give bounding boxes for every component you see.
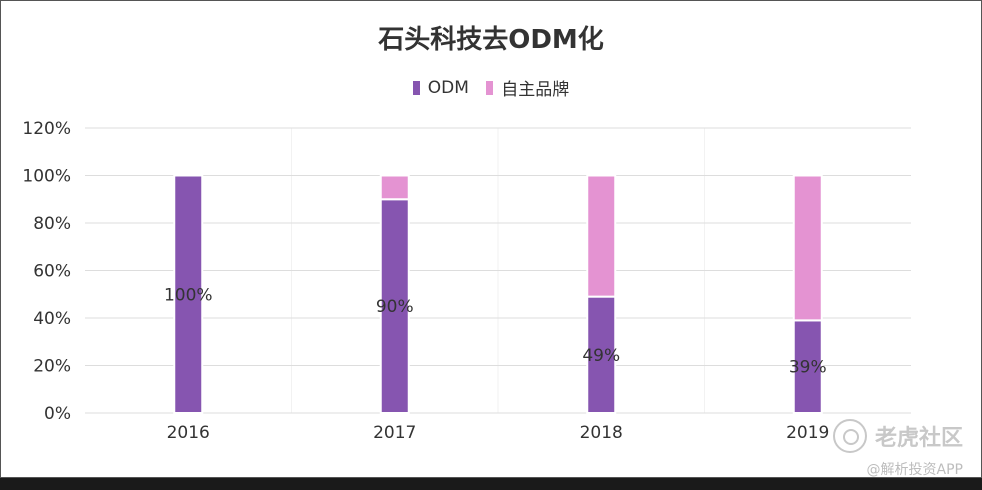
legend-item-odm[interactable]: ODM [412,77,469,98]
legend-label-own-brand: 自主品牌 [501,80,570,100]
x-tick-label: 2019 [786,423,829,443]
x-tick-label: 2018 [580,423,623,443]
chart-plot: 0% 20% 40% 60% 80% 100% 120% 100% 2016 90% 2017 49%… [22,119,911,443]
legend-label-odm: ODM [427,77,469,98]
data-label-odm: 39% [789,358,827,378]
y-tick-label: 80% [33,214,71,234]
data-label-odm: 49% [582,346,620,366]
y-tick-label: 0% [44,404,71,424]
y-tick-label: 100% [22,167,71,187]
chart-title: 石头科技去ODM化 [378,25,604,55]
data-label-odm: 90% [376,297,414,317]
bar-own-brand [586,174,617,298]
x-tick-label: 2016 [167,423,210,443]
data-label-odm: 100% [164,285,213,305]
chart-frame: 石头科技去ODM化 ODM 自主品牌 0% 20% 40% 60% 80% 100% 120… [0,0,982,478]
bar-own-brand [379,174,410,201]
bar-odm [173,174,204,414]
bar-own-brand [792,174,823,322]
chart-legend: ODM 自主品牌 [1,75,981,100]
watermark-brand: 老虎社区 [874,426,963,451]
legend-swatch-own-brand [486,80,494,95]
bar-odm [379,198,410,414]
legend-item-own-brand[interactable]: 自主品牌 [486,75,569,100]
y-tick-label: 40% [33,309,71,329]
y-tick-label: 60% [33,262,71,282]
x-tick-label: 2017 [373,423,416,443]
legend-swatch-odm [412,80,420,95]
watermark-sub: @解析投资APP [866,462,963,478]
bar-odm [792,319,823,414]
y-tick-label: 20% [33,357,71,377]
tiger-community-logo-icon [832,419,867,453]
watermark: 老虎社区 [832,419,963,453]
y-tick-label: 120% [22,119,71,139]
